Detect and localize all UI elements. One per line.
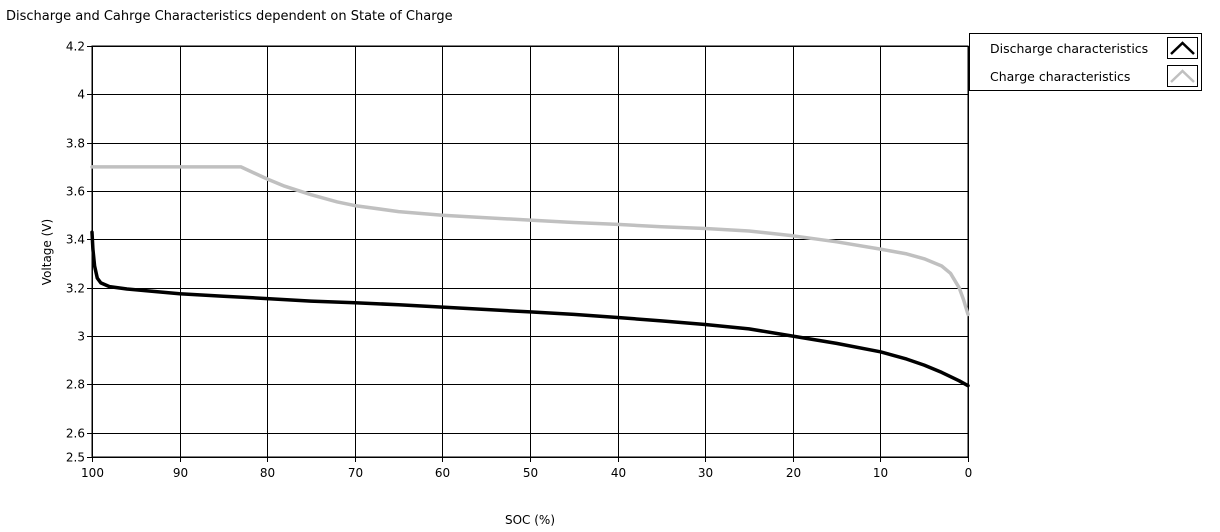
y-tick-label: 4.2 [66,40,85,54]
y-tick-label: 3 [77,330,85,344]
x-tick-label: 10 [873,466,888,480]
y-tick-label: 3.2 [66,282,85,296]
y-tick-label: 2.5 [66,451,85,465]
axis-ticks: 100 90 80 70 60 50 40 30 20 10 02.52.62.833.23.43.… [66,40,972,481]
x-tick-label: 70 [348,466,363,480]
x-tick-label: 40 [611,466,626,480]
y-axis-label: Voltage (V) [40,219,54,285]
series-lines [90,165,970,388]
chart-title: Discharge and Cahrge Characteristics dep… [6,9,453,24]
legend-label-charge: Charge characteristics [990,69,1131,84]
legend-swatch-discharge [1167,37,1198,59]
y-tick-label: 3.4 [66,233,85,247]
x-tick-label: 80 [260,466,275,480]
legend-item-charge: Charge characteristics [970,63,1201,91]
y-tick-label: 2.6 [66,427,85,441]
x-axis-label: SOC (%) [505,513,555,527]
y-tick-label: 2.8 [66,378,85,392]
x-tick-label: 20 [786,466,801,480]
y-tick-label: 4 [77,88,85,102]
legend: Discharge characteristics Charge charact… [969,33,1202,91]
x-tick-label: 30 [698,466,713,480]
x-tick-label: 100 [81,466,104,480]
grid-lines [92,46,969,458]
x-tick-label: 0 [965,466,973,480]
x-tick-label: 50 [523,466,538,480]
x-tick-label: 90 [173,466,188,480]
legend-label-discharge: Discharge characteristics [990,41,1149,56]
discharge-line [90,230,970,388]
legend-item-discharge: Discharge characteristics [970,35,1201,63]
y-tick-label: 3.6 [66,185,85,199]
charge-line [90,165,970,317]
y-tick-label: 3.8 [66,137,85,151]
x-tick-label: 60 [435,466,450,480]
legend-swatch-charge [1167,65,1198,87]
